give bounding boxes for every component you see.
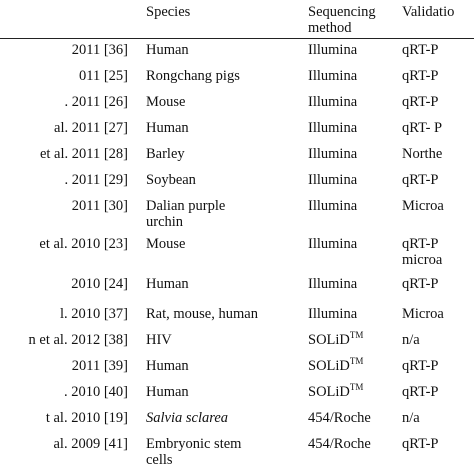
- validation-cell: qRT- P: [402, 120, 443, 136]
- validation-cell: qRT-P: [402, 68, 439, 84]
- method-cell: SOLiDTM: [308, 330, 364, 349]
- method-cell: Illumina: [308, 172, 358, 188]
- method-text: SOLiD: [308, 384, 350, 400]
- header-rule: [0, 38, 474, 39]
- species-cell: Human: [146, 276, 189, 292]
- header-species: Species: [146, 4, 191, 20]
- species-cell: Rat, mouse, human: [146, 306, 258, 322]
- ref-cell: . 2011 [29]: [64, 172, 129, 188]
- ref-cell: al. 2011 [27]: [54, 120, 128, 136]
- ref-cell: et al. 2011 [28]: [39, 146, 128, 162]
- ref-cell: . 2010 [40]: [63, 384, 128, 400]
- species-cell: Mouse: [146, 236, 186, 252]
- validation-cell-line2: microa: [402, 252, 443, 268]
- species-cell: Rongchang pigs: [146, 68, 240, 84]
- species-cell-line2: cells: [146, 452, 173, 468]
- validation-cell: qRT-P: [402, 436, 439, 452]
- validation-cell: Microa: [402, 198, 444, 214]
- species-cell: Human: [146, 120, 189, 136]
- species-cell: Human: [146, 358, 189, 374]
- species-cell: Soybean: [146, 172, 196, 188]
- validation-cell: qRT-P: [402, 94, 439, 110]
- species-cell: Barley: [146, 146, 185, 162]
- species-cell: Mouse: [146, 94, 186, 110]
- method-cell: SOLiDTM: [308, 356, 364, 375]
- species-cell: HIV: [146, 332, 172, 348]
- trademark-sup: TM: [349, 356, 364, 366]
- species-cell: Salvia sclarea: [146, 410, 229, 426]
- validation-cell: n/a: [402, 332, 420, 348]
- ref-cell: 2010 [24]: [71, 276, 128, 292]
- header-validation: Validatio: [402, 4, 455, 20]
- method-cell: SOLiDTM: [308, 382, 364, 401]
- ref-cell: et al. 2010 [23]: [39, 236, 128, 252]
- validation-cell: qRT-P: [402, 358, 439, 374]
- method-cell: Illumina: [308, 68, 358, 84]
- validation-cell: Northe: [402, 146, 443, 162]
- ref-cell: 2011 [30]: [71, 198, 128, 214]
- method-cell: Illumina: [308, 120, 358, 136]
- method-text: SOLiD: [308, 358, 350, 374]
- validation-cell: qRT-P: [402, 384, 439, 400]
- validation-cell: qRT-P: [402, 42, 439, 58]
- species-cell: Human: [146, 42, 189, 58]
- ref-cell: 011 [25]: [79, 68, 128, 84]
- ref-cell: t al. 2010 [19]: [45, 410, 128, 426]
- method-cell: Illumina: [308, 198, 358, 214]
- method-cell: 454/Roche: [308, 436, 371, 452]
- ref-cell: al. 2009 [41]: [53, 436, 129, 452]
- ref-cell: . 2011 [26]: [64, 94, 129, 110]
- method-cell: Illumina: [308, 306, 358, 322]
- trademark-sup: TM: [349, 382, 364, 392]
- species-cell-line2: urchin: [146, 214, 184, 230]
- method-text: SOLiD: [308, 332, 350, 348]
- ref-cell: n et al. 2012 [38]: [28, 332, 128, 348]
- method-cell: Illumina: [308, 94, 358, 110]
- trademark-sup: TM: [349, 330, 364, 340]
- ref-cell: l. 2010 [37]: [59, 306, 128, 322]
- method-cell: 454/Roche: [308, 410, 371, 426]
- validation-cell: qRT-P: [402, 172, 439, 188]
- method-cell: Illumina: [308, 146, 358, 162]
- species-cell: Dalian purple: [146, 198, 226, 214]
- species-cell: Human: [146, 384, 189, 400]
- ref-cell: 2011 [39]: [71, 358, 128, 374]
- species-cell: Embryonic stem: [146, 436, 242, 452]
- method-cell: Illumina: [308, 42, 358, 58]
- header-method-line2: method: [308, 20, 352, 36]
- ref-cell: 2011 [36]: [71, 42, 128, 58]
- method-cell: Illumina: [308, 276, 358, 292]
- validation-cell: n/a: [402, 410, 420, 426]
- validation-cell: qRT-P: [402, 236, 439, 252]
- validation-cell: Microa: [402, 306, 444, 322]
- method-cell: Illumina: [308, 236, 358, 252]
- header-method-line1: Sequencing: [308, 4, 376, 20]
- validation-cell: qRT-P: [402, 276, 439, 292]
